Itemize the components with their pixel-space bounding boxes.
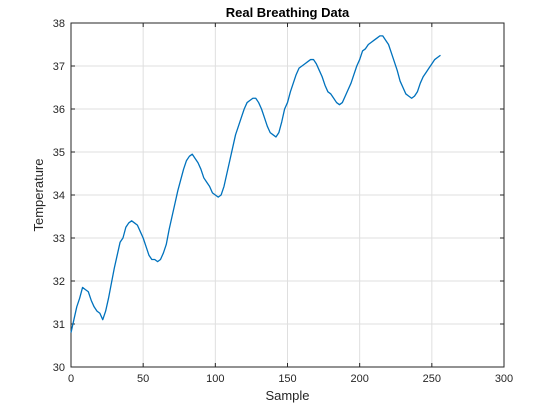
x-tick-label: 100 [206, 373, 224, 385]
y-tick-label: 30 [53, 362, 65, 374]
y-axis-label: Temperature [31, 159, 46, 232]
y-tick-label: 33 [53, 233, 65, 245]
axes: 0 50 100 150 200 250 300 30 31 32 33 34 35 36 37 38 [53, 18, 513, 385]
x-tick-label: 250 [423, 373, 441, 385]
y-tick-label: 35 [53, 147, 65, 159]
data-series [70, 35, 441, 333]
y-tick-label: 32 [53, 276, 65, 288]
y-tick-label: 36 [53, 104, 65, 116]
y-tick-label: 37 [53, 61, 65, 73]
series-line [70, 35, 441, 333]
x-tick-label: 200 [350, 373, 368, 385]
x-tick-label: 300 [495, 373, 513, 385]
chart-title: Real Breathing Data [226, 5, 350, 20]
y-tick-label: 34 [53, 190, 65, 202]
x-axis-label: Sample [265, 388, 309, 403]
x-tick-label: 50 [137, 373, 149, 385]
axes-box [70, 22, 505, 368]
x-tick-label: 0 [68, 373, 74, 385]
y-tick-label: 31 [53, 319, 65, 331]
y-tick-label: 38 [53, 18, 65, 30]
x-tick-label: 150 [278, 373, 296, 385]
